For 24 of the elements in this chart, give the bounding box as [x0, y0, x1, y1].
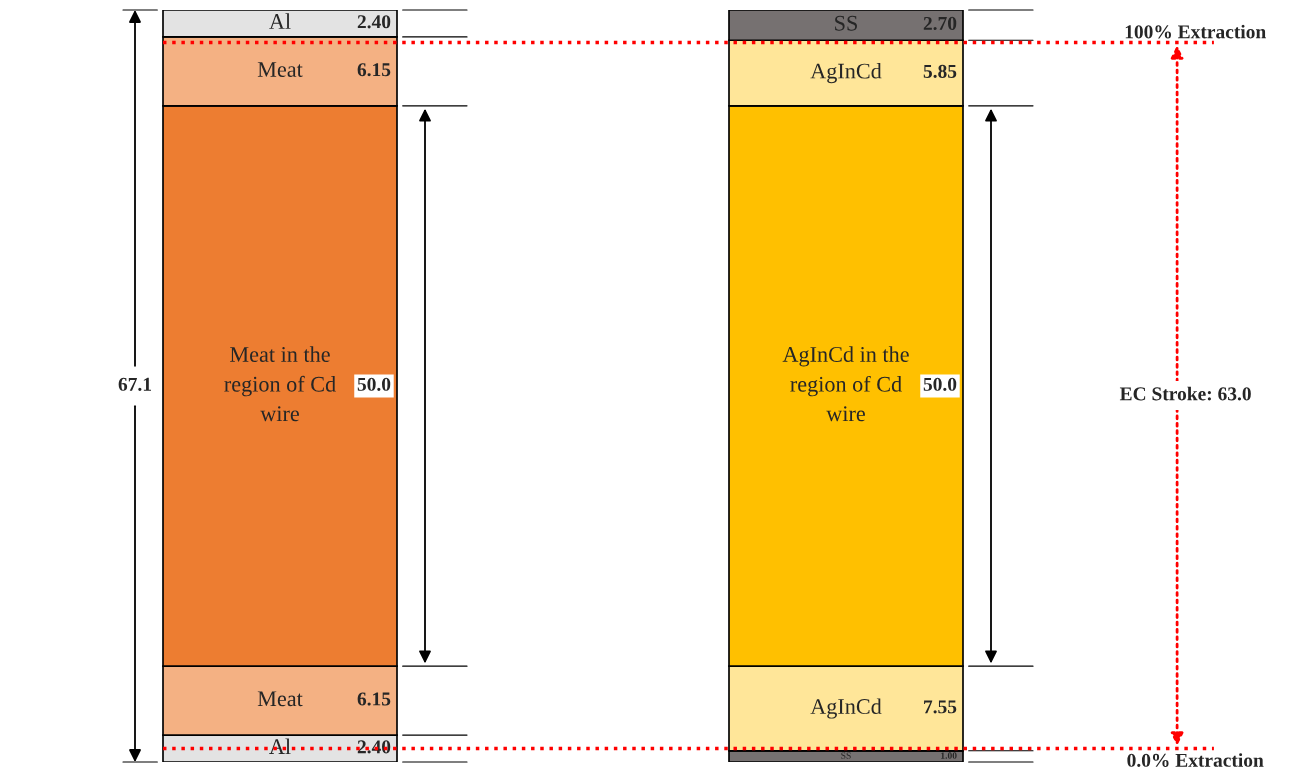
series-label: AgInCd in the region of Cd wire: [782, 346, 909, 422]
data-label: 50.0: [923, 377, 957, 391]
data-label: 2.40: [357, 15, 391, 29]
series-label: AgInCd: [810, 62, 882, 84]
series-label: Al: [269, 13, 291, 29]
ref-line-label: 100% Extraction: [1125, 24, 1266, 39]
data-label: 2.40: [357, 740, 391, 754]
series-label: SS: [841, 752, 851, 759]
total-label: 67.1: [118, 377, 152, 391]
data-label: 7.55: [924, 700, 957, 714]
series-label: Meat: [257, 691, 303, 707]
annotation: EC Stroke: 63.0: [1119, 386, 1251, 401]
series-label: Al: [269, 738, 291, 754]
data-label: 5.85: [923, 64, 957, 78]
data-label: 2.70: [923, 16, 957, 31]
ref-line-label: 0.0% Extraction: [1127, 753, 1264, 767]
data-label: 1.00: [941, 752, 957, 759]
series-label: AgInCd: [810, 698, 882, 719]
data-label: 50.0: [357, 377, 391, 391]
data-label: 6.15: [357, 692, 391, 706]
series-label: Meat in the region of Cd wire: [224, 346, 336, 422]
data-label: 6.15: [357, 63, 391, 77]
series-label: SS: [835, 15, 857, 31]
series-label: Meat: [257, 62, 303, 77]
